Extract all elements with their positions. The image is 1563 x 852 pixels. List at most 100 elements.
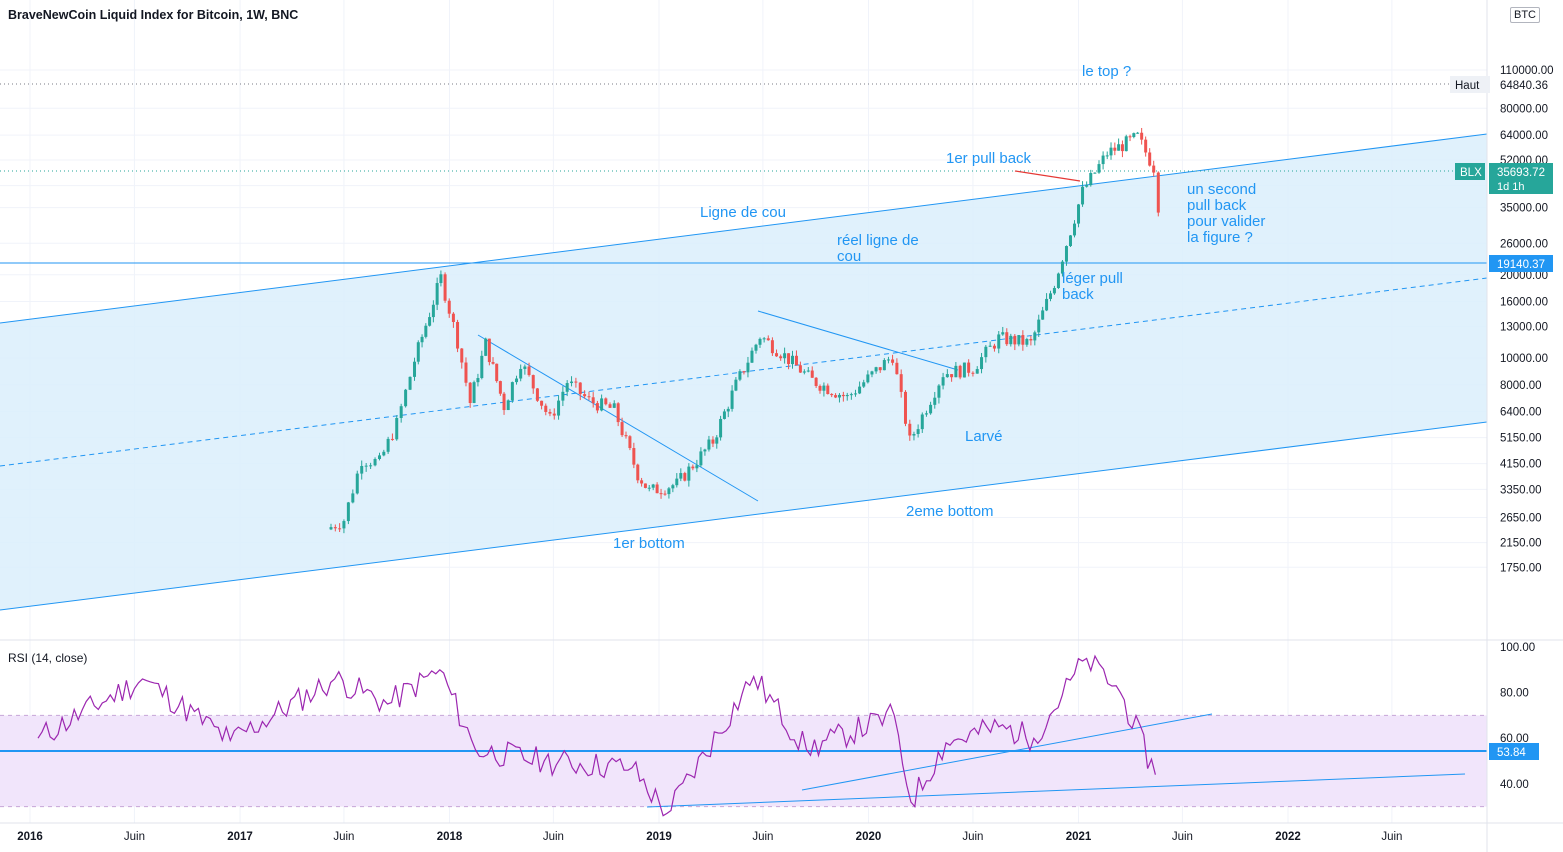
candle-body xyxy=(1029,338,1033,341)
candle-body xyxy=(1109,147,1113,156)
candle-body xyxy=(818,385,822,391)
time-tick-label: 2021 xyxy=(1066,831,1092,843)
candle-body xyxy=(962,362,966,378)
time-tick-label: Juin xyxy=(752,831,773,843)
candle-body xyxy=(604,398,608,405)
candle-body xyxy=(787,353,791,365)
candle-body xyxy=(523,366,527,369)
candle-body xyxy=(574,381,578,383)
annotation-label: Ligne de cou xyxy=(700,204,786,221)
candle-body xyxy=(750,350,754,363)
candle-body xyxy=(428,317,432,326)
candle-body xyxy=(845,394,849,397)
rsi-title: RSI (14, close) xyxy=(8,651,88,665)
candle-body xyxy=(1005,332,1009,345)
price-tick-label: 35000.00 xyxy=(1500,203,1548,215)
annotation-label: réel ligne de xyxy=(837,232,919,249)
candle-body xyxy=(591,397,595,404)
candle-body xyxy=(540,400,544,406)
candle-body xyxy=(351,493,355,503)
candle-body xyxy=(399,406,403,419)
candle-body xyxy=(346,502,350,522)
candle-body xyxy=(510,382,514,401)
candle-body xyxy=(1085,185,1089,187)
candle-body xyxy=(1009,335,1013,345)
candle-body xyxy=(903,391,907,424)
candle-body xyxy=(1152,165,1156,173)
candle-body xyxy=(726,408,730,412)
candle-body xyxy=(980,357,984,370)
candle-body xyxy=(984,346,988,358)
candle-body xyxy=(675,478,679,486)
candle-body xyxy=(495,363,499,382)
candle-body xyxy=(472,382,476,404)
annotation-label: pour valider xyxy=(1187,213,1265,230)
candle-body xyxy=(895,362,899,375)
candle-body xyxy=(758,338,762,345)
candle-body xyxy=(870,371,874,375)
candle-body xyxy=(734,379,738,391)
neckline-value: 19140.37 xyxy=(1497,259,1545,271)
trendline-2019 xyxy=(757,310,959,371)
time-tick-label: 2017 xyxy=(227,831,253,843)
annotation-label: back xyxy=(1062,286,1094,303)
candle-body xyxy=(1017,335,1021,345)
candle-body xyxy=(451,313,455,322)
candle-body xyxy=(390,438,394,440)
candle-body xyxy=(404,389,408,407)
candle-body xyxy=(416,342,420,362)
candle-body xyxy=(382,451,386,456)
candle-body xyxy=(587,396,591,398)
time-tick-label: 2016 xyxy=(17,831,43,843)
annotation-label: 1er bottom xyxy=(613,535,685,552)
candle-body xyxy=(886,359,890,361)
candle-body xyxy=(647,487,651,489)
candle-body xyxy=(447,300,451,314)
candle-body xyxy=(1052,288,1056,294)
candle-body xyxy=(1124,136,1128,152)
candle-body xyxy=(561,391,565,401)
candle-body xyxy=(691,466,695,469)
high-tag: Haut xyxy=(1455,80,1480,92)
annotation-label: pull back xyxy=(1187,197,1247,214)
candle-body xyxy=(1037,319,1041,333)
candle-body xyxy=(659,493,663,495)
candle-body xyxy=(342,521,346,529)
candle-body xyxy=(378,455,382,460)
candle-body xyxy=(1093,172,1097,174)
price-tick-label: 10000.00 xyxy=(1500,353,1548,365)
candle-body xyxy=(679,473,683,479)
candle-body xyxy=(667,488,671,495)
candle-body xyxy=(655,484,659,494)
candle-body xyxy=(464,362,468,383)
candle-body xyxy=(535,388,539,401)
last-price-value: 35693.72 xyxy=(1497,167,1545,179)
rsi-tick-label: 40.00 xyxy=(1500,779,1529,791)
candles xyxy=(329,127,1160,534)
price-tick-label: 80000.00 xyxy=(1500,103,1548,115)
candle-body xyxy=(775,353,779,357)
neckline-value-bg xyxy=(1489,255,1553,272)
candle-body xyxy=(1021,335,1025,345)
candle-body xyxy=(329,527,333,530)
candle-body xyxy=(333,527,337,529)
candle-body xyxy=(624,435,628,437)
candle-body xyxy=(531,375,535,389)
currency-badge[interactable]: BTC xyxy=(1510,7,1540,23)
candle-body xyxy=(754,344,758,351)
candle-body xyxy=(338,528,342,530)
candle-body xyxy=(954,365,958,378)
candle-body xyxy=(408,376,412,390)
candle-body xyxy=(950,374,954,378)
candle-body xyxy=(595,403,599,411)
candle-body xyxy=(783,353,787,359)
candle-body xyxy=(420,336,424,343)
candle-body xyxy=(802,371,806,373)
symbol-tag: BLX xyxy=(1460,167,1482,179)
candle-body xyxy=(958,365,962,378)
candle-body xyxy=(719,418,723,438)
candle-body xyxy=(703,449,707,452)
rsi-band xyxy=(0,715,1487,807)
